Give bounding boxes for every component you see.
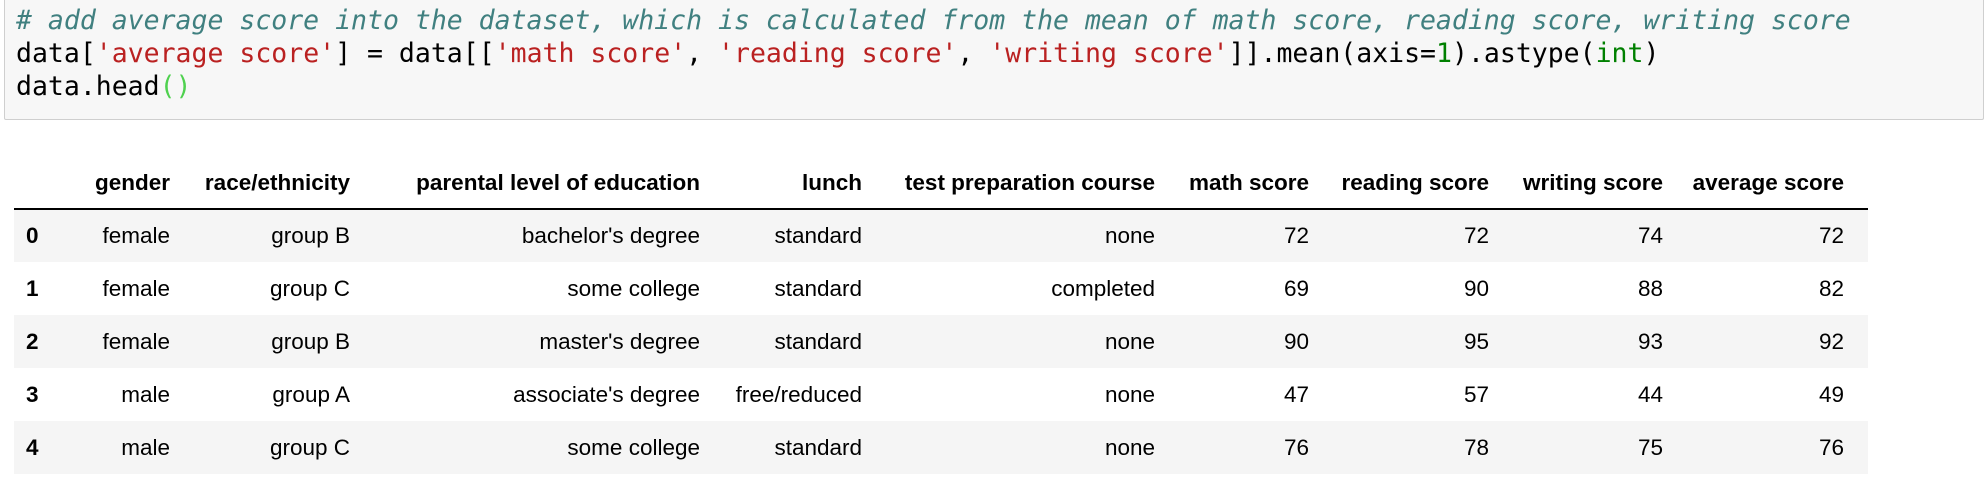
code-token: , — [686, 38, 719, 69]
row-index: 0 — [26, 223, 39, 248]
table-cell: 90 — [1283, 328, 1309, 354]
table-cell: 47 — [1283, 381, 1309, 407]
code-matched-paren: () — [159, 71, 192, 102]
row-index: 3 — [26, 381, 39, 407]
table-cell: standard — [774, 434, 862, 460]
table-cell: some college — [567, 275, 700, 301]
table-cell: 44 — [1637, 381, 1663, 407]
table-cell: 74 — [1637, 223, 1663, 248]
table-cell: group B — [271, 328, 350, 354]
table-cell: 49 — [1818, 381, 1844, 407]
column-header: math score — [1179, 157, 1333, 210]
table-cell: standard — [774, 223, 862, 248]
table-cell: associate's degree — [513, 381, 700, 407]
column-header: test preparation course — [886, 157, 1179, 210]
code-builtin: int — [1595, 38, 1644, 69]
row-index: 1 — [26, 275, 39, 301]
code-token: data[ — [16, 38, 96, 69]
table-cell: bachelor's degree — [521, 223, 700, 248]
table-row: 1 female group C some college standard c… — [14, 262, 1868, 315]
table-cell: 78 — [1463, 434, 1489, 460]
dataframe-table: gender race/ethnicity parental level of … — [14, 157, 1868, 474]
table-cell: 57 — [1463, 381, 1489, 407]
table-cell: 72 — [1463, 223, 1489, 248]
table-cell: standard — [774, 275, 862, 301]
cell-output: gender race/ethnicity parental level of … — [14, 157, 1868, 474]
column-header: gender — [64, 157, 194, 210]
code-token: ]].mean(axis= — [1228, 38, 1437, 69]
table-cell: free/reduced — [735, 381, 862, 407]
table-cell: male — [121, 434, 170, 460]
table-cell: some college — [567, 434, 700, 460]
code-string: 'reading score' — [718, 38, 958, 69]
column-header: average score — [1687, 157, 1868, 210]
row-index: 4 — [26, 434, 39, 460]
table-cell: 95 — [1463, 328, 1489, 354]
table-cell: 72 — [1818, 223, 1844, 248]
code-token: ] = data[[ — [335, 38, 495, 69]
code-token: ) — [1643, 38, 1660, 69]
table-cell: 93 — [1637, 328, 1663, 354]
table-row: 3 male group A associate's degree free/r… — [14, 368, 1868, 421]
table-cell: male — [121, 381, 170, 407]
table-cell: 75 — [1637, 434, 1663, 460]
table-cell: 72 — [1283, 223, 1309, 248]
code-string: 'writing score' — [989, 38, 1229, 69]
table-cell: none — [1104, 223, 1155, 248]
code-number: 1 — [1436, 38, 1452, 69]
table-cell: group B — [271, 223, 350, 248]
code-editor[interactable]: # add average score into the dataset, wh… — [16, 4, 1851, 103]
table-cell: 76 — [1818, 434, 1844, 460]
table-cell: group C — [269, 434, 350, 460]
column-header: writing score — [1513, 157, 1687, 210]
code-cell[interactable]: # add average score into the dataset, wh… — [4, 0, 1984, 120]
table-cell: 88 — [1637, 275, 1663, 301]
table-cell: female — [102, 275, 170, 301]
code-token: data.head — [16, 71, 160, 102]
table-cell: 76 — [1283, 434, 1309, 460]
table-cell: none — [1104, 328, 1155, 354]
column-header: reading score — [1333, 157, 1513, 210]
code-token: , — [957, 38, 990, 69]
code-string: 'math score' — [494, 38, 687, 69]
table-cell: female — [102, 328, 170, 354]
column-header: lunch — [724, 157, 886, 210]
table-row: 0 female group B bachelor's degree stand… — [14, 209, 1868, 262]
table-cell: 69 — [1283, 275, 1309, 301]
table-cell: 92 — [1818, 328, 1844, 354]
row-index: 2 — [26, 328, 39, 354]
code-comment: # add average score into the dataset, wh… — [16, 5, 1851, 36]
table-cell: standard — [774, 328, 862, 354]
table-cell: master's degree — [539, 328, 700, 354]
code-string: 'average score' — [95, 38, 336, 69]
code-token: ).astype( — [1452, 38, 1596, 69]
table-cell: completed — [1051, 275, 1155, 301]
column-header: race/ethnicity — [194, 157, 374, 210]
table-cell: 82 — [1818, 275, 1844, 301]
table-row: 4 male group C some college standard non… — [14, 421, 1868, 474]
table-row: 2 female group B master's degree standar… — [14, 315, 1868, 368]
table-cell: group C — [269, 275, 350, 301]
table-cell: none — [1104, 434, 1155, 460]
table-cell: group A — [272, 381, 350, 407]
column-header: parental level of education — [374, 157, 724, 210]
table-cell: 90 — [1463, 275, 1489, 301]
table-header-row: gender race/ethnicity parental level of … — [14, 157, 1868, 210]
table-cell: none — [1104, 381, 1155, 407]
index-header — [14, 157, 64, 210]
table-cell: female — [102, 223, 170, 248]
